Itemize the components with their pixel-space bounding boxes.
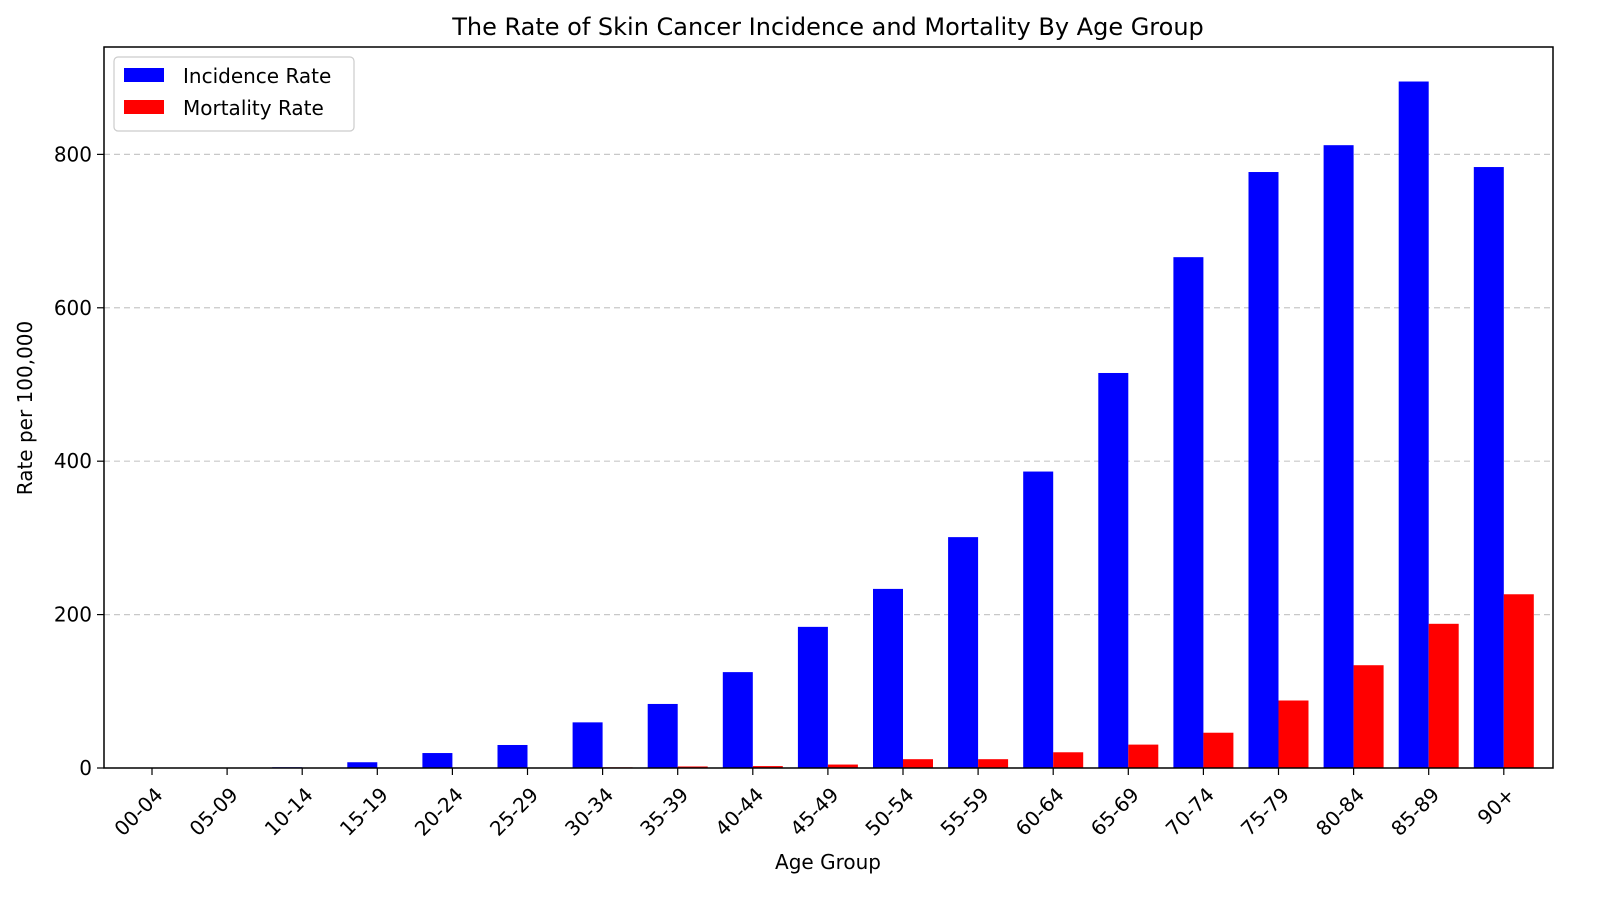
legend-label: Mortality Rate bbox=[183, 96, 324, 120]
x-tick-label: 50-54 bbox=[860, 783, 918, 841]
incidence-bar bbox=[873, 589, 903, 768]
x-tick-label: 30-34 bbox=[560, 783, 618, 841]
incidence-bar bbox=[573, 722, 603, 768]
x-tick-label: 60-64 bbox=[1011, 783, 1069, 841]
y-tick-label: 800 bbox=[54, 142, 92, 166]
x-tick-label: 40-44 bbox=[710, 783, 768, 841]
x-tick-label: 05-09 bbox=[185, 783, 243, 841]
x-tick-label: 80-84 bbox=[1311, 783, 1369, 841]
x-axis: 00-04 05-09 10-14 15-19 20-24 25-29 30-34 35-39… bbox=[109, 768, 1519, 841]
x-tick-label: 90+ bbox=[1473, 783, 1520, 830]
incidence-bar bbox=[1098, 373, 1128, 768]
mortality-bar bbox=[903, 759, 933, 768]
x-tick-label: 55-59 bbox=[936, 783, 994, 841]
y-axis: 0 200 400 600 800 bbox=[54, 142, 104, 780]
incidence-bar bbox=[948, 537, 978, 768]
bars bbox=[122, 82, 1534, 768]
x-tick-label: 70-74 bbox=[1161, 783, 1219, 841]
incidence-bar bbox=[498, 745, 528, 768]
mortality-bar bbox=[1279, 701, 1309, 768]
x-tick-label: 20-24 bbox=[410, 783, 468, 841]
incidence-bar bbox=[723, 672, 753, 768]
y-tick-label: 400 bbox=[54, 449, 92, 473]
x-tick-label: 35-39 bbox=[635, 783, 693, 841]
mortality-bar bbox=[1053, 752, 1083, 768]
incidence-bar bbox=[1399, 82, 1429, 768]
mortality-bar bbox=[978, 759, 1008, 768]
y-tick-label: 200 bbox=[54, 603, 92, 627]
mortality-bar bbox=[1429, 624, 1459, 768]
incidence-bar bbox=[1173, 257, 1203, 768]
mortality-bar bbox=[1128, 745, 1158, 768]
incidence-bar bbox=[798, 627, 828, 768]
incidence-bar bbox=[347, 762, 377, 768]
x-tick-label: 00-04 bbox=[109, 783, 167, 841]
legend-label: Incidence Rate bbox=[183, 64, 331, 88]
incidence-bar bbox=[422, 753, 452, 768]
y-tick-label: 600 bbox=[54, 296, 92, 320]
incidence-bar bbox=[648, 704, 678, 768]
y-tick-label: 0 bbox=[79, 756, 92, 780]
x-axis-title: Age Group bbox=[775, 850, 881, 874]
incidence-bar bbox=[1023, 472, 1053, 768]
x-tick-label: 10-14 bbox=[260, 783, 318, 841]
legend-swatch bbox=[124, 68, 164, 82]
incidence-bar bbox=[1474, 167, 1504, 768]
x-tick-label: 65-69 bbox=[1086, 783, 1144, 841]
y-axis-title: Rate per 100,000 bbox=[13, 321, 37, 496]
legend-swatch bbox=[124, 100, 164, 114]
incidence-bar bbox=[1324, 145, 1354, 768]
mortality-bar bbox=[1354, 665, 1384, 768]
incidence-bar bbox=[1249, 172, 1279, 768]
mortality-bar bbox=[1504, 594, 1534, 768]
x-tick-label: 75-79 bbox=[1236, 783, 1294, 841]
x-tick-label: 45-49 bbox=[785, 783, 843, 841]
mortality-bar bbox=[1203, 733, 1233, 768]
legend: Incidence Rate Mortality Rate bbox=[114, 57, 354, 131]
x-tick-label: 25-29 bbox=[485, 783, 543, 841]
x-tick-label: 15-19 bbox=[335, 783, 393, 841]
chart-title: The Rate of Skin Cancer Incidence and Mo… bbox=[451, 13, 1204, 41]
x-tick-label: 85-89 bbox=[1386, 783, 1444, 841]
